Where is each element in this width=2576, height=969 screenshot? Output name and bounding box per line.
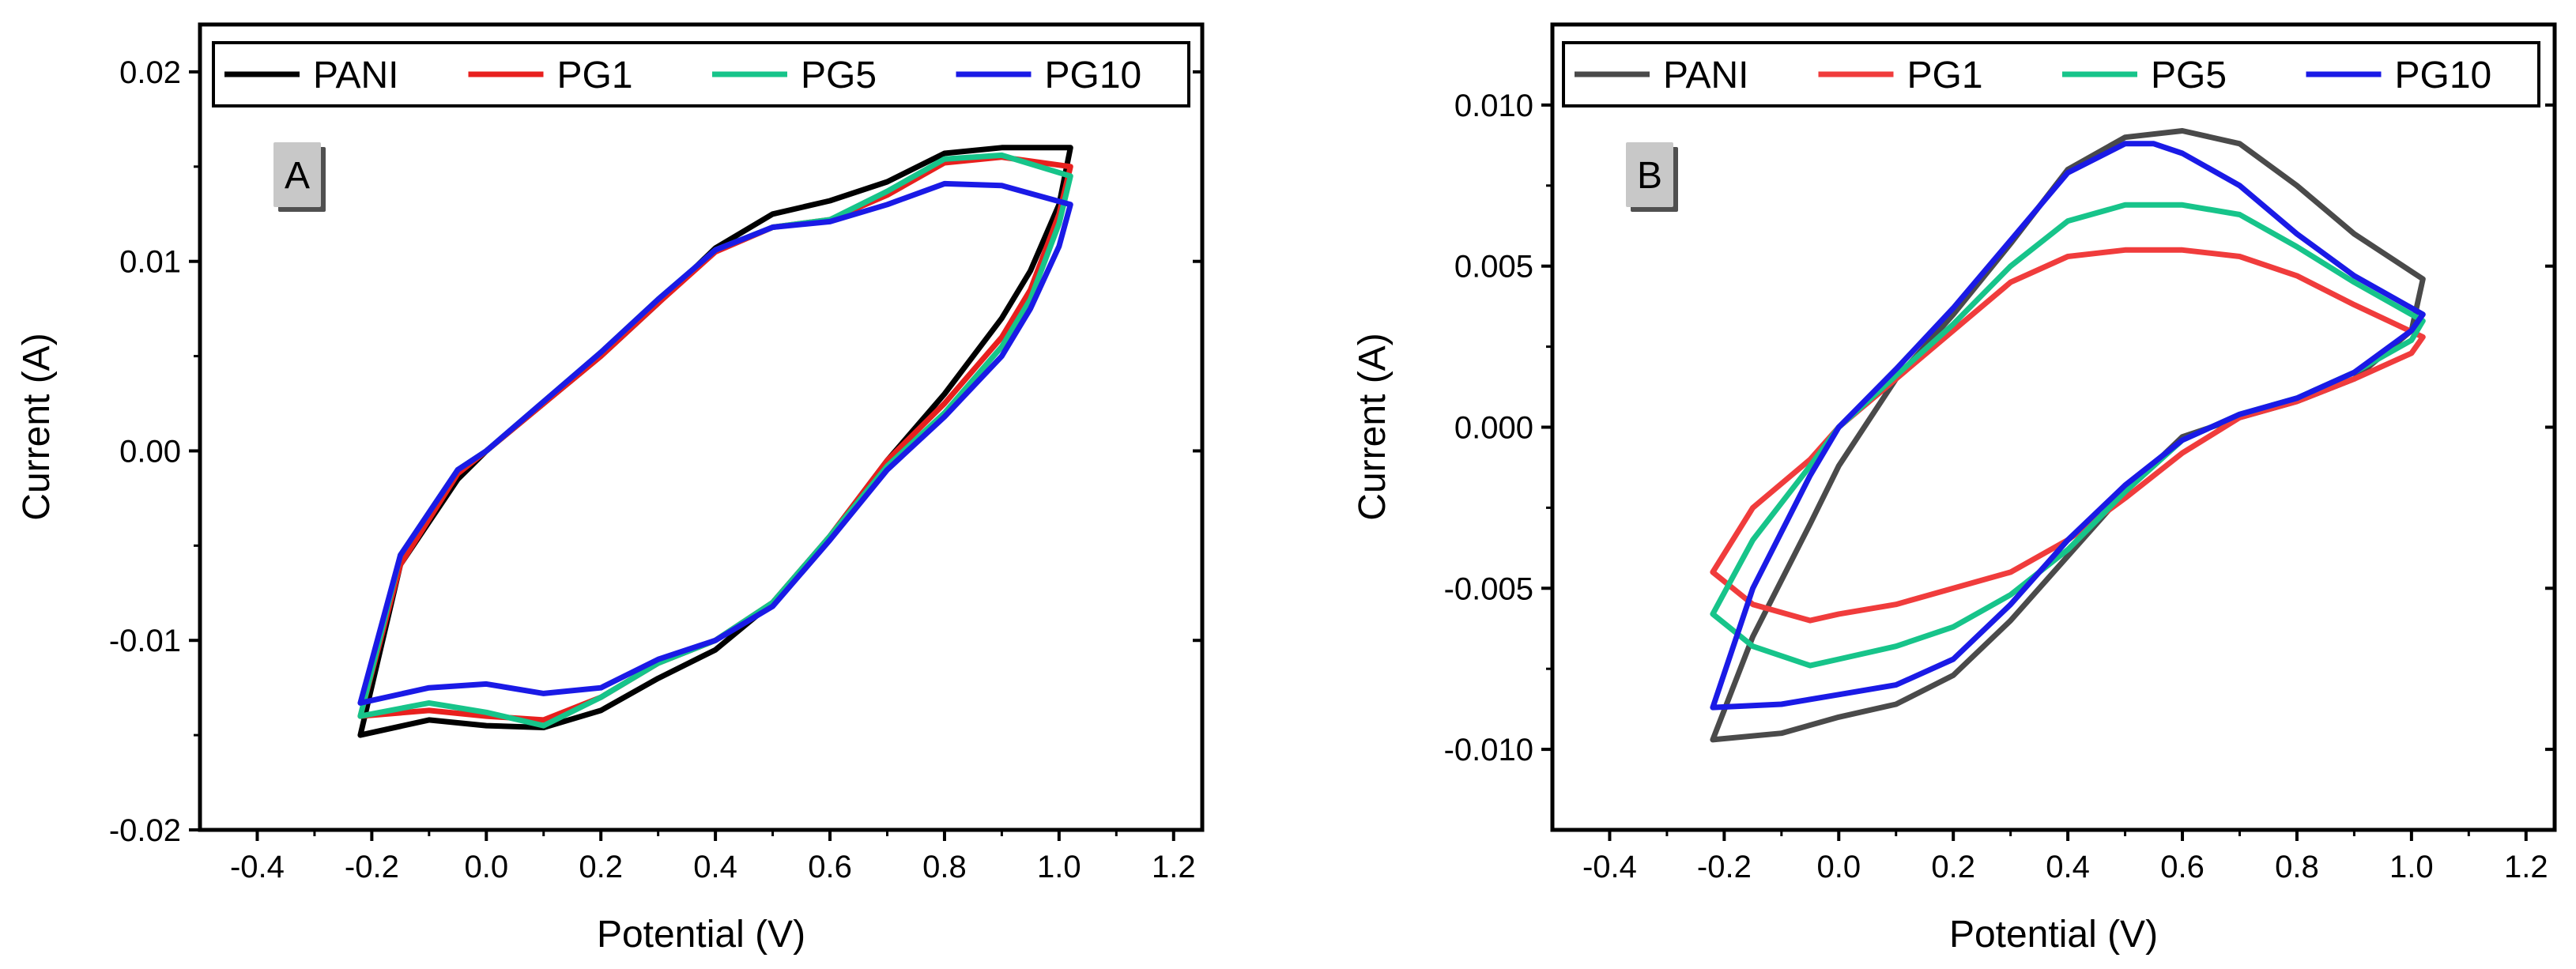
y-tick-label: 0.00	[119, 434, 181, 469]
x-tick-label: 0.8	[922, 850, 967, 884]
y-axis-title: Current (A)	[1352, 333, 1394, 520]
y-tick-label: 0.000	[1454, 411, 1533, 446]
x-tick-label: 0.4	[693, 850, 737, 884]
chart-panel-a: -0.4 -0.2 0.0 0.2 0.4 0.6 0.8 1.0 1.2 -0.02 -0.01 0…	[16, 22, 1205, 956]
panel-label: A	[285, 155, 310, 197]
y-tick-label: -0.005	[1444, 571, 1533, 606]
series-layer	[357, 145, 1073, 738]
y-tick-label: 0.010	[1454, 89, 1533, 123]
series-line-pg10	[357, 180, 1073, 706]
x-tick-label: -0.2	[345, 850, 399, 884]
x-tick-label: 1.0	[2389, 850, 2434, 884]
x-axis-title: Potential (V)	[597, 914, 805, 956]
x-tick-label: 0.6	[2160, 850, 2204, 884]
series-line-pg10	[1710, 141, 2426, 711]
x-tick-label: 0.8	[2275, 850, 2319, 884]
y-tick-label: -0.010	[1444, 733, 1533, 767]
x-tick-label: -0.4	[230, 850, 285, 884]
x-tick-label: 0.2	[1931, 850, 1975, 884]
y-tick-label: 0.005	[1454, 250, 1533, 285]
ticks-layer: -0.4 -0.2 0.0 0.2 0.4 0.6 0.8 1.0 1.2 -0.010 -0.00…	[1444, 89, 2555, 884]
legend: PANI PG1 PG5 PG10	[1562, 41, 2540, 107]
panel-label: B	[1637, 155, 1662, 197]
x-tick-label: 0.6	[808, 850, 852, 884]
y-axis-title: Current (A)	[16, 333, 58, 520]
series-line-pani	[357, 145, 1073, 738]
legend: PANI PG1 PG5 PG10	[212, 41, 1190, 107]
y-tick-label: 0.01	[119, 245, 181, 280]
y-tick-label: 0.02	[119, 55, 181, 90]
chart-panel-b: -0.4 -0.2 0.0 0.2 0.4 0.6 0.8 1.0 1.2 -0.010 -0.00…	[1352, 22, 2557, 956]
x-tick-label: 0.0	[1816, 850, 1861, 884]
x-tick-label: 0.0	[464, 850, 508, 884]
series-layer	[1710, 128, 2426, 743]
plot-frame	[1550, 22, 2557, 832]
x-tick-label: 0.2	[579, 850, 623, 884]
y-tick-label: -0.02	[109, 813, 181, 848]
panel-label-box: A	[273, 142, 326, 212]
y-tick-label: -0.01	[109, 624, 181, 658]
x-tick-label: 1.0	[1037, 850, 1081, 884]
x-axis-title: Potential (V)	[1949, 914, 2158, 956]
legend-label: PG10	[2395, 55, 2492, 96]
legend-label: PG1	[1907, 55, 1983, 96]
legend-label: PANI	[313, 55, 398, 96]
series-line-pg1	[357, 154, 1073, 723]
legend-label: PG5	[801, 55, 877, 96]
plot-frame	[198, 22, 1205, 832]
legend-label: PG10	[1045, 55, 1142, 96]
ticks-layer: -0.4 -0.2 0.0 0.2 0.4 0.6 0.8 1.0 1.2 -0.02 -0.01 0…	[109, 55, 1202, 884]
x-tick-label: -0.4	[1582, 850, 1637, 884]
panel-label-box: B	[1626, 142, 1678, 212]
legend-label: PANI	[1663, 55, 1748, 96]
legend-label: PG1	[557, 55, 633, 96]
x-tick-label: 0.4	[2046, 850, 2090, 884]
x-tick-label: -0.2	[1697, 850, 1752, 884]
x-tick-label: 1.2	[2504, 850, 2548, 884]
legend-label: PG5	[2151, 55, 2227, 96]
series-line-pg1	[1710, 247, 2426, 624]
x-tick-label: 1.2	[1152, 850, 1196, 884]
series-line-pg5	[1710, 202, 2426, 669]
